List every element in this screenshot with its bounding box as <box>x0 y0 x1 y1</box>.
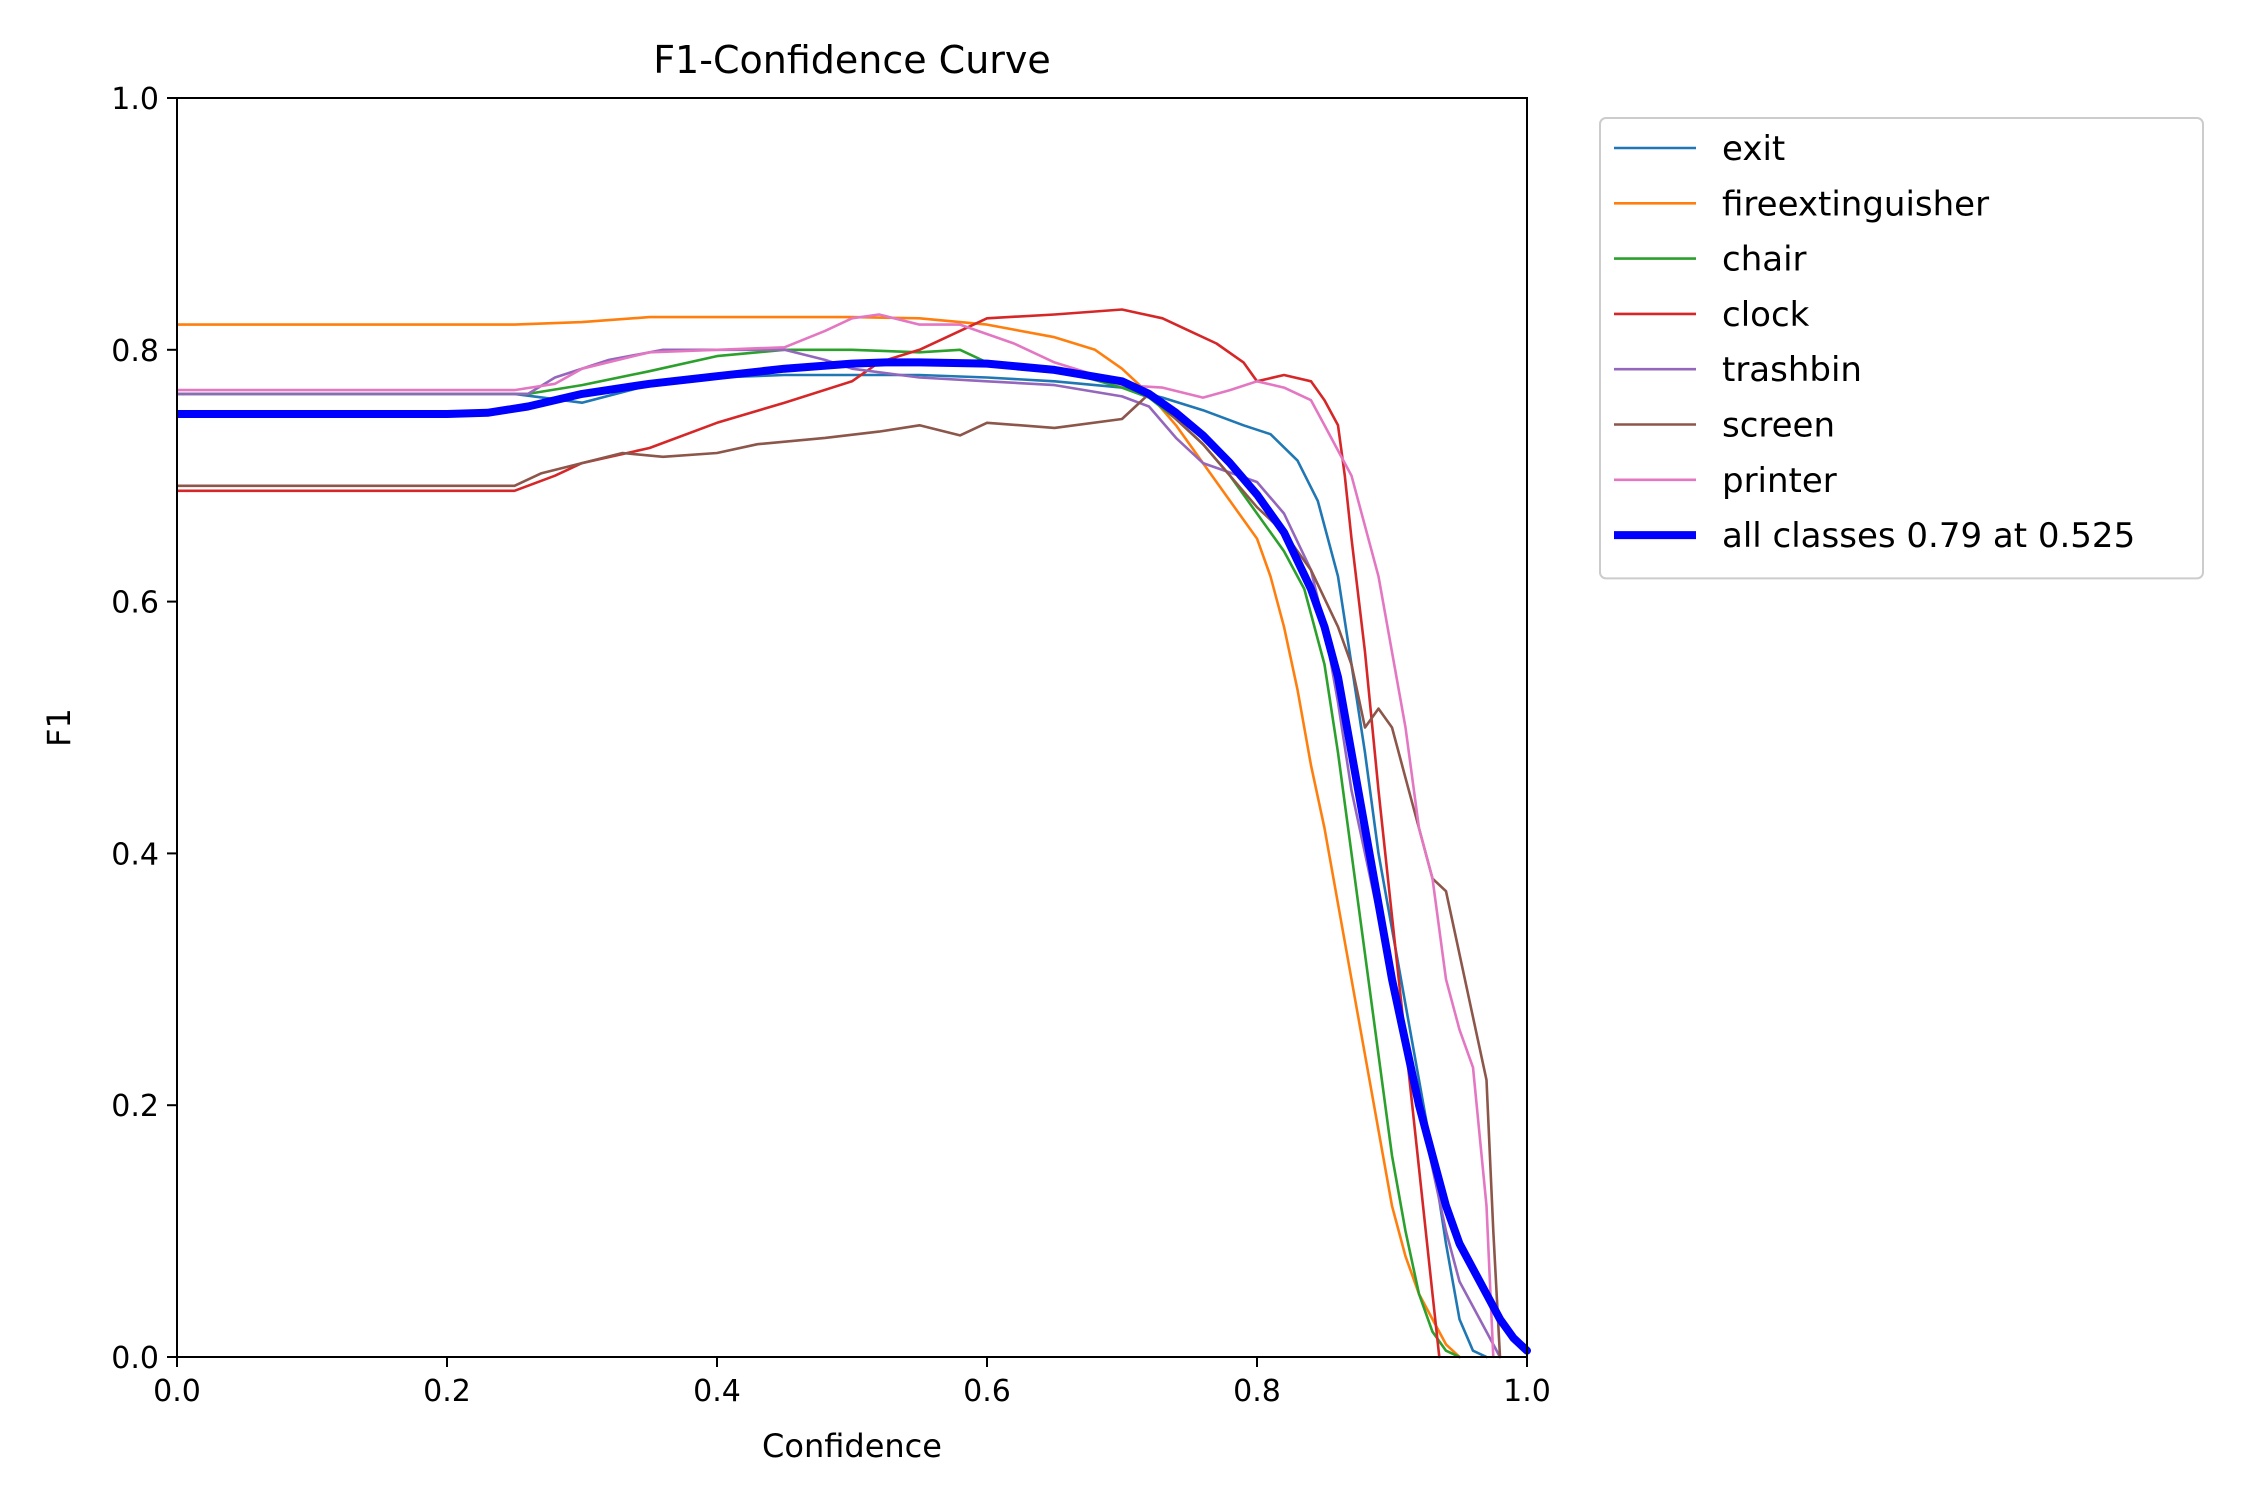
y-tick-label: 0.8 <box>111 334 159 369</box>
y-tick-label: 0.6 <box>111 586 159 621</box>
legend-entry: chair <box>1722 240 1807 280</box>
chart-title: F1-Confidence Curve <box>653 38 1051 82</box>
x-axis-ticks: 0.0 0.2 0.4 0.6 0.8 1.0 <box>153 1357 1551 1409</box>
x-tick-label: 1.0 <box>1503 1374 1551 1409</box>
series-line-clock <box>177 308 1441 1359</box>
x-tick-label: 0.2 <box>423 1374 471 1409</box>
y-tick-label: 0.4 <box>111 837 159 872</box>
y-tick-label: 1.0 <box>111 82 159 117</box>
x-tick-label: 0.0 <box>153 1374 201 1409</box>
legend-entry: screen <box>1722 406 1835 446</box>
series-line-trashbin <box>177 348 1502 1359</box>
x-tick-label: 0.8 <box>1233 1374 1281 1409</box>
y-axis-ticks: 0.0 0.2 0.4 0.6 0.8 1.0 <box>111 82 177 1376</box>
y-axis-title: F1 <box>40 708 78 747</box>
legend-entry: clock <box>1722 295 1810 335</box>
legend: exit fireextinguisher chair clock trashbin sc… <box>1599 117 2204 580</box>
x-axis-title: Confidence <box>762 1427 942 1465</box>
y-tick-label: 0.0 <box>111 1341 159 1376</box>
legend-entry: all classes 0.79 at 0.525 <box>1722 516 2135 556</box>
legend-entry: fireextinguisher <box>1722 184 1989 224</box>
series-line-all <box>177 358 1531 1355</box>
legend-entry: printer <box>1722 461 1837 501</box>
legend-box <box>1599 117 2204 580</box>
series-line-chair <box>177 348 1461 1359</box>
x-tick-label: 0.4 <box>693 1374 741 1409</box>
x-tick-label: 0.6 <box>963 1374 1011 1409</box>
legend-entry: trashbin <box>1722 350 1862 390</box>
series-line-screen <box>177 392 1502 1359</box>
y-tick-label: 0.2 <box>111 1089 159 1124</box>
plot-frame <box>176 97 1528 1358</box>
series-line-printer <box>177 313 1495 1359</box>
series-line-exit <box>177 373 1488 1359</box>
plot-area <box>176 97 1531 1359</box>
legend-entry: exit <box>1722 129 1785 169</box>
series-line-fireextinguisher <box>177 315 1461 1359</box>
